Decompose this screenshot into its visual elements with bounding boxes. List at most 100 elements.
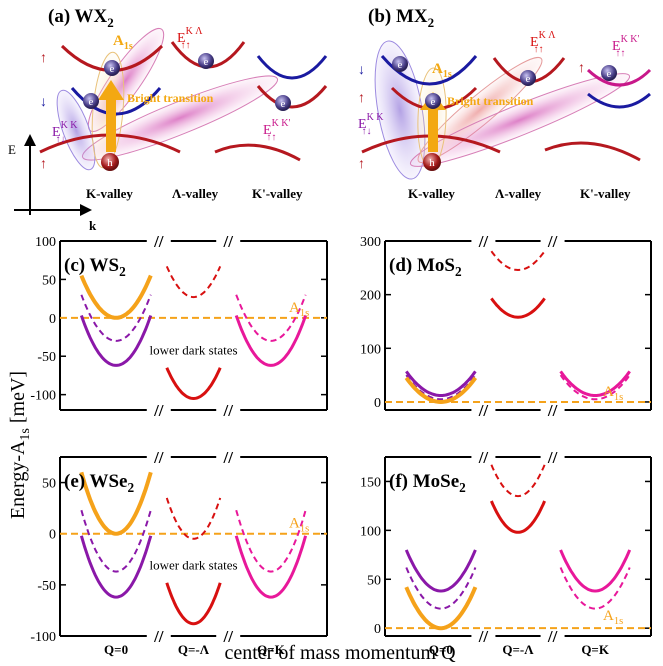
x-axis-label: center of mass momentum Q (224, 642, 456, 664)
hole-k (423, 153, 441, 171)
y-tick-label: 100 (35, 235, 56, 250)
electron-label: e (607, 68, 612, 80)
axis-break-mark: // (222, 448, 233, 467)
electron-kprime (601, 65, 617, 81)
y-tick-label: 50 (367, 573, 381, 588)
bright-arrow-shaft (428, 108, 438, 152)
electron-kprime (275, 95, 291, 111)
y-tick-label: -100 (30, 630, 56, 645)
spin-up-arrow: ↑ (40, 157, 47, 172)
electron-label: e (398, 59, 403, 71)
x-tick-label: Q=-Λ (178, 642, 210, 657)
axis-break-mark: // (153, 232, 164, 251)
y-tick-label: 0 (374, 396, 381, 411)
hole-k (101, 153, 119, 171)
spin-down-arrow: ↓ (40, 95, 47, 110)
x-tick-label: Q=K (581, 642, 610, 657)
e-k-kprime-label: EK K' ↑↑ (263, 118, 291, 143)
bright-arrow-shaft (106, 98, 116, 152)
a1s-label: A1s (113, 33, 133, 52)
panel-d-title: (d) MoS2 (389, 255, 462, 279)
electron-lambda (520, 70, 536, 86)
dark-exciton-curve (79, 314, 153, 367)
dark-exciton-dashed-curve (165, 265, 222, 299)
dark-exciton-curve (559, 370, 631, 397)
axis-break-mark: // (478, 401, 489, 420)
axis-break-mark: // (222, 232, 233, 251)
electron-k (104, 60, 120, 76)
a1s-label: A1s (603, 608, 623, 627)
spin-up-arrow: ↑ (40, 51, 47, 66)
dark-exciton-curve (79, 535, 153, 599)
dark-exciton-curve (559, 549, 632, 593)
bright-exciton-curve (79, 274, 153, 320)
electron-label: e (281, 98, 286, 110)
axis-break-mark: // (222, 401, 233, 420)
e-k-kprime-label: EK K' ↑↑ (612, 34, 640, 59)
a1s-label: A1s (603, 384, 623, 403)
panel-e-title: (e) WSe2 (64, 471, 135, 495)
exciton-k-kprime-ellipse (409, 73, 631, 167)
bright-transition-label: Bright transition (127, 91, 214, 105)
electron-label: e (431, 96, 436, 108)
y-tick-label: 0 (49, 528, 56, 543)
chart-panel-c: // // // // -100 -50 0 50 100 (c) WS2 A1s lower dar… (30, 232, 328, 420)
electron-label: e (89, 96, 94, 108)
dark-exciton-dashed-curve (490, 250, 546, 272)
bright-transition-label: Bright transition (447, 94, 534, 108)
axis-break-mark: // (153, 627, 164, 646)
bright-exciton-curve (404, 586, 478, 631)
y-tick-label: 150 (360, 475, 381, 490)
hole-label: h (429, 157, 435, 169)
conduction-band-kprime-lower (256, 85, 328, 109)
valence-band-kprime (214, 143, 301, 162)
a1s-label: A1s (289, 300, 309, 319)
exciton-k-k-dark-ellipse (56, 89, 96, 171)
annotation-label: lower dark states (149, 558, 237, 573)
k-axis-arrow (80, 204, 92, 216)
panel-c-title: (c) WS2 (64, 255, 126, 279)
dark-exciton-curve (165, 367, 222, 401)
chart-panel-f: // // // // 0 50 100 150 (f) MoSe2 A1s Q=0 Q=-Λ Q=K (360, 448, 652, 657)
axis-break-mark: // (478, 448, 489, 467)
electron-k-dark (392, 56, 408, 72)
e-k-k-label: EK K ↑↓ (52, 120, 78, 145)
axis-break-mark: // (478, 627, 489, 646)
x-tick-label: Q=0 (104, 642, 128, 657)
panel-a: (a) WX2 ↑ ↓ ↑ e e e e h A1s Bright (8, 6, 328, 233)
dark-exciton-dashed-curve (80, 294, 152, 342)
spin-down-arrow: ↓ (358, 63, 365, 78)
e-k-lambda-label: EK Λ ↑↑ (530, 30, 556, 55)
chart-panel-d: // // // // 0 100 200 300 (d) MoS2 A1s (360, 232, 652, 420)
electron-label: e (204, 56, 209, 68)
y-tick-label: -100 (30, 389, 56, 404)
axis-break-mark: // (153, 448, 164, 467)
e-k-k-label: EK K ↑↓ (358, 112, 384, 137)
hole-label: h (107, 157, 113, 169)
spin-up-arrow: ↑ (578, 61, 585, 76)
y-tick-label: -50 (37, 350, 56, 365)
spin-up-arrow: ↑ (358, 91, 365, 106)
k-axis-label: k (89, 218, 97, 233)
a1s-label: A1s (432, 61, 452, 80)
dark-exciton-dashed-curve (405, 374, 477, 401)
electron-label: e (110, 63, 115, 75)
annotation-label: lower dark states (149, 343, 237, 358)
axis-break-mark: // (547, 232, 558, 251)
x-tick-label: Q=0 (429, 642, 453, 657)
bright-exciton-curve (79, 471, 153, 536)
valley-label-kprime: K'-valley (580, 186, 631, 201)
y-tick-label: -50 (37, 579, 56, 594)
axis-break-mark: // (478, 232, 489, 251)
dark-exciton-curve (405, 370, 477, 397)
y-axis-label: Energy-A1s [meV] (7, 371, 33, 519)
valley-label-k: K-valley (86, 186, 133, 201)
conduction-band-kprime-upper (586, 68, 652, 87)
panel-f-title: (f) MoSe2 (389, 471, 466, 495)
y-tick-label: 0 (49, 312, 56, 327)
conduction-band-kprime-upper (256, 55, 328, 80)
y-tick-label: 100 (360, 524, 381, 539)
electron-label: e (526, 73, 531, 85)
electron-lambda (198, 53, 214, 69)
